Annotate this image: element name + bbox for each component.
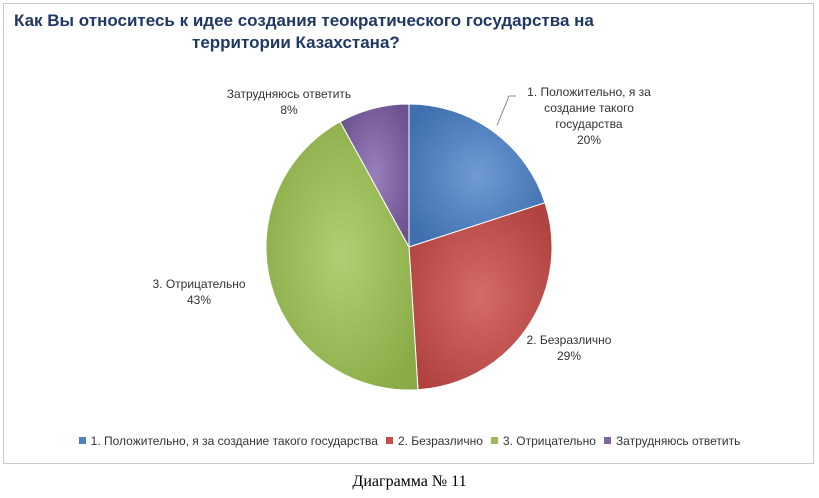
legend-swatch (490, 437, 498, 445)
data-label-text: 2. Безразлично (526, 333, 612, 347)
chart-title: Как Вы относитесь к идее создания теокра… (14, 10, 614, 54)
data-label-indifferent: 2. Безразлично 29% (504, 332, 634, 364)
data-label-value: 43% (186, 293, 212, 307)
pie-slice-undecided (339, 103, 410, 248)
data-label-negative: 3. Отрицательно 43% (134, 276, 264, 308)
leader-lines (496, 95, 516, 126)
pie-slices (265, 103, 553, 391)
pie-slice-indifferent (408, 202, 553, 391)
legend-label: 2. Безразлично (397, 434, 483, 448)
legend-item-indifferent: 2. Безразлично (385, 434, 483, 448)
data-label-value: 20% (576, 133, 602, 147)
legend-swatch (385, 437, 393, 445)
pie-slice-positive (408, 103, 546, 248)
legend-label: 1. Положительно, я за создание такого го… (90, 434, 378, 448)
legend: 1. Положительно, я за создание такого го… (4, 434, 815, 448)
legend-item-positive: 1. Положительно, я за создание такого го… (78, 434, 378, 448)
legend-swatch (603, 437, 611, 445)
legend-item-undecided: Затрудняюсь ответить (603, 434, 741, 448)
legend-item-negative: 3. Отрицательно (490, 434, 596, 448)
data-label-text: Затрудняюсь ответить (226, 87, 352, 101)
figure-caption: Диаграмма № 11 (352, 473, 467, 490)
data-label-value: 8% (280, 103, 298, 117)
leader-line-positive (496, 95, 516, 126)
chart-title-line-1: Как Вы относитесь к идее создания теокра… (14, 11, 594, 30)
data-label-text: создание такого (544, 101, 634, 115)
chart-frame: Как Вы относитесь к идее создания теокра… (3, 3, 814, 464)
data-label-text: 3. Отрицательно (152, 277, 246, 291)
data-label-text: 1. Положительно, я за (527, 85, 651, 99)
pie-chart (265, 95, 553, 391)
legend-label: 3. Отрицательно (502, 434, 596, 448)
pie-slice-negative (265, 121, 419, 391)
data-label-value: 29% (556, 349, 582, 363)
legend-label: Затрудняюсь ответить (615, 434, 741, 448)
data-label-text: государства (555, 117, 623, 131)
legend-swatch (78, 437, 86, 445)
data-label-positive: 1. Положительно, я за создание такого госу… (494, 84, 684, 148)
data-label-undecided: Затрудняюсь ответить 8% (214, 86, 364, 118)
chart-title-line-2: территории Казахстана? (192, 33, 400, 52)
